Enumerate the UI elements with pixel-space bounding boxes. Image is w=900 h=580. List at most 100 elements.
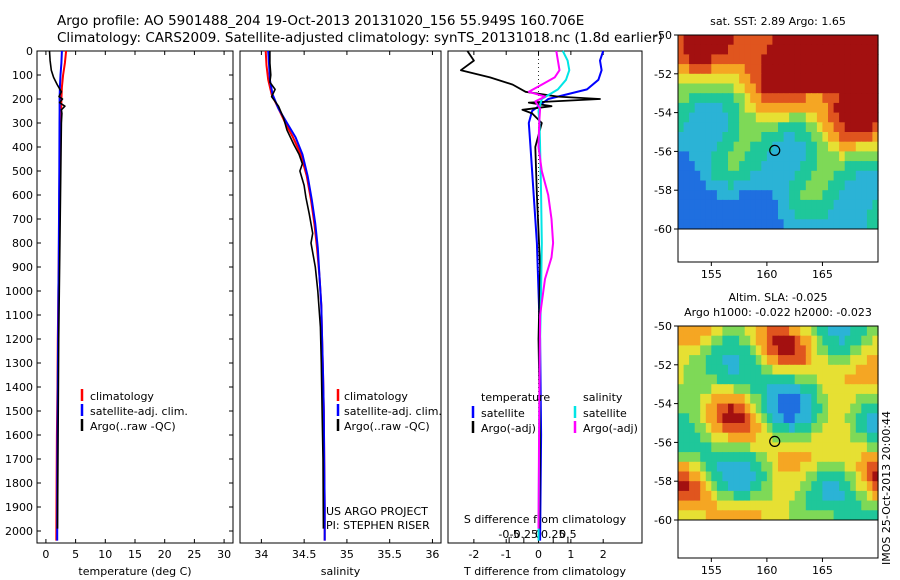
sla-field-cell — [739, 403, 746, 414]
sla-field-cell — [739, 500, 746, 511]
sst-field-cell — [822, 161, 829, 172]
sst-field-cell — [872, 35, 879, 46]
sst-field-cell — [839, 83, 846, 94]
sst-field-cell — [766, 112, 774, 123]
sst-field-cell — [705, 219, 712, 230]
sla-field-cell — [711, 500, 718, 511]
sst-field-cell — [755, 73, 762, 85]
sla-field-cell — [855, 355, 862, 366]
sla-field-cell — [766, 393, 774, 405]
sla-field-cell — [811, 500, 818, 511]
sst-field-cell — [761, 83, 768, 94]
sst-field-cell — [716, 122, 724, 133]
sst-field-cell — [828, 73, 835, 85]
sst-field-cell — [772, 83, 779, 94]
sst-field-cell — [766, 199, 774, 211]
sla-field-cells — [678, 326, 879, 521]
sst-field-cell — [816, 190, 824, 201]
sst-field-cell — [811, 112, 818, 123]
sla-field-cell — [733, 355, 740, 366]
sla-field-cell — [778, 384, 785, 395]
sst-field-cell — [761, 35, 768, 46]
sla-field-cell — [844, 345, 851, 356]
sla-field-cell — [844, 326, 851, 337]
depth-tick-label: 1400 — [5, 381, 33, 394]
sla-field-cell — [728, 335, 735, 346]
sst-field-cell — [750, 190, 757, 201]
sst-field-cell — [766, 219, 774, 230]
sla-field-cell — [811, 432, 818, 443]
s-diff-tick-label: 0.25 — [541, 528, 566, 541]
sla-field-cell — [733, 403, 740, 414]
sst-field-cell — [816, 161, 824, 172]
sst-field-cell — [839, 54, 846, 65]
sla-field-cell — [811, 355, 818, 366]
sst-field-cell — [855, 122, 862, 133]
sla-field-cell — [778, 461, 785, 473]
sla-field-cell — [866, 461, 874, 473]
sla-field-cell — [789, 403, 796, 414]
sst-field-cell — [800, 151, 807, 162]
sla-field-cell — [750, 452, 757, 463]
sla-field-cell — [828, 510, 835, 521]
sla-field-cell — [728, 471, 735, 482]
sla-field-cell — [850, 442, 857, 453]
sst-field-cell — [778, 209, 785, 220]
sla-field-cell — [689, 393, 696, 405]
sla-field-cell — [783, 423, 790, 434]
sla-field-cell — [728, 374, 735, 385]
sst-field-cell — [861, 132, 868, 143]
sst-field-cell — [805, 35, 812, 46]
sla-field-cell — [772, 452, 779, 463]
sst-field-cell — [750, 93, 757, 104]
sla-field-cell — [783, 393, 790, 405]
sst-field-cell — [789, 102, 796, 114]
sst-field-cell — [844, 132, 851, 143]
sla-field-cell — [828, 403, 835, 414]
sst-field-cell — [833, 54, 840, 65]
sla-field-cell — [855, 403, 862, 414]
t-diff-tick-label: 1 — [567, 548, 574, 561]
sst-field-cell — [861, 180, 868, 191]
sst-field-cell — [828, 64, 835, 75]
sla-field-cell — [744, 510, 751, 521]
sst-field-cell — [778, 122, 785, 133]
sla-field-cell — [772, 335, 779, 346]
sst-field-cell — [716, 161, 724, 172]
sla-field-cell — [833, 471, 840, 482]
sst-field-cell — [794, 83, 801, 94]
sst-field-cell — [872, 132, 879, 143]
sst-field-cell — [694, 64, 701, 75]
sst-field-cell — [744, 83, 751, 94]
sst-field-cell — [861, 161, 868, 172]
sla-field-cell — [811, 345, 818, 356]
sst-field-cell — [755, 151, 762, 162]
sst-field-cell — [766, 141, 774, 152]
sst-field-cell — [728, 83, 735, 94]
sla-field-cell — [800, 461, 807, 473]
sla-field-cell — [766, 490, 774, 502]
sla-field-cell — [766, 374, 774, 385]
t-difference-axis-label: T difference from climatology — [463, 565, 626, 578]
sst-field-cell — [683, 35, 690, 46]
sla-field-cell — [711, 413, 718, 424]
sst-field-cell — [722, 35, 729, 46]
sla-field-cell — [755, 500, 762, 511]
sla-field-cell — [750, 481, 757, 492]
sst-field-cell — [733, 199, 740, 211]
sla-field-cell — [700, 500, 707, 511]
sla-field-cell — [794, 335, 801, 346]
sst-field-cell — [750, 73, 757, 85]
sst-field-cell — [822, 209, 829, 220]
sst-field-cell — [872, 73, 879, 85]
sst-field-cell — [811, 209, 818, 220]
sst-field-cell — [678, 141, 685, 152]
sst-field-cell — [778, 102, 785, 114]
sst-field-cell — [805, 190, 812, 201]
sla-field-cell — [711, 384, 718, 395]
sla-field-cell — [683, 452, 690, 463]
sla-field-cell — [861, 442, 868, 453]
sst-field-cell — [739, 102, 746, 114]
sst-field-cell — [850, 64, 857, 75]
sla-field-cell — [755, 510, 762, 521]
